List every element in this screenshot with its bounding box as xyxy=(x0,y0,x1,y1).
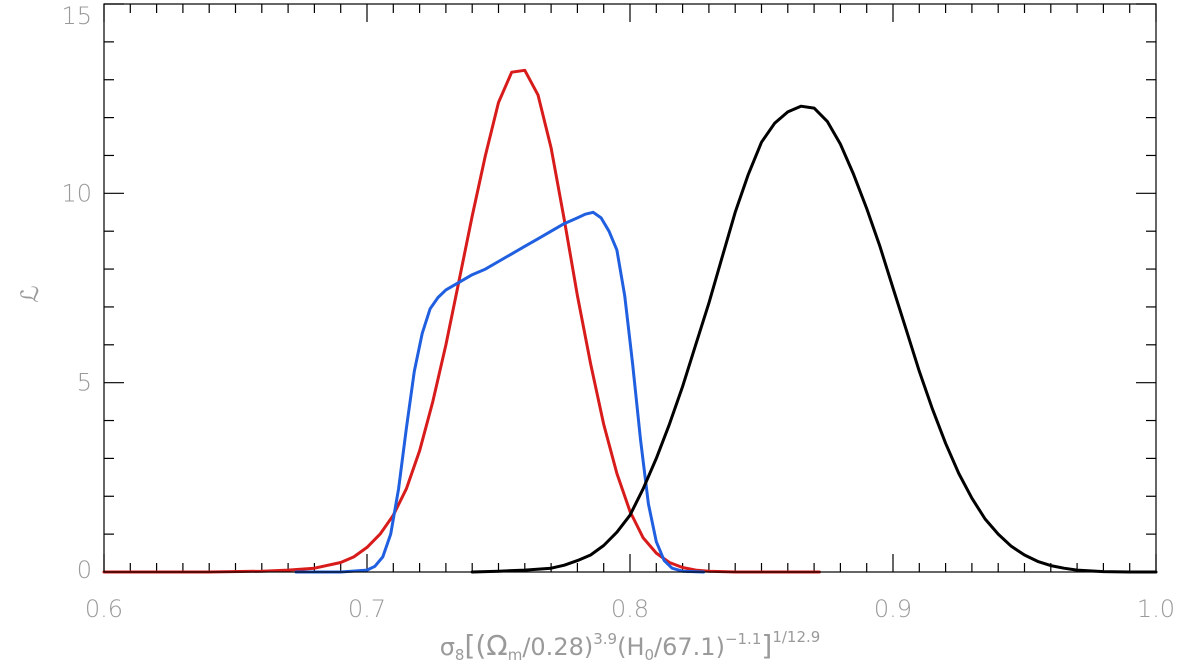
y-axis-label: ℒ xyxy=(16,285,44,302)
y-tick-label: 0 xyxy=(77,556,92,584)
series-line-2 xyxy=(294,210,706,574)
tick-labels: 0.6 0.7 0.8 0.9 1.0 0 5 10 15 xyxy=(61,2,1175,623)
series-line-1 xyxy=(102,68,821,574)
x-tick-label: 1.0 xyxy=(1137,595,1175,623)
x-axis-label: σ8[(Ωm/0.28)3.9(H0/67.1)−1.1]1/12.9 xyxy=(440,628,821,664)
y-tick-label: 10 xyxy=(61,179,92,207)
x-tick-label: 0.8 xyxy=(611,595,649,623)
plot-frame xyxy=(103,3,1157,573)
x-tick-label: 0.9 xyxy=(874,595,912,623)
axis-ticks xyxy=(103,3,1157,573)
x-tick-label: 0.7 xyxy=(348,595,386,623)
series-line-3 xyxy=(470,104,1158,574)
y-tick-label: 5 xyxy=(77,369,92,397)
y-tick-label: 15 xyxy=(61,2,92,30)
x-tick-label: 0.6 xyxy=(85,595,123,623)
series-layer xyxy=(102,68,1158,574)
